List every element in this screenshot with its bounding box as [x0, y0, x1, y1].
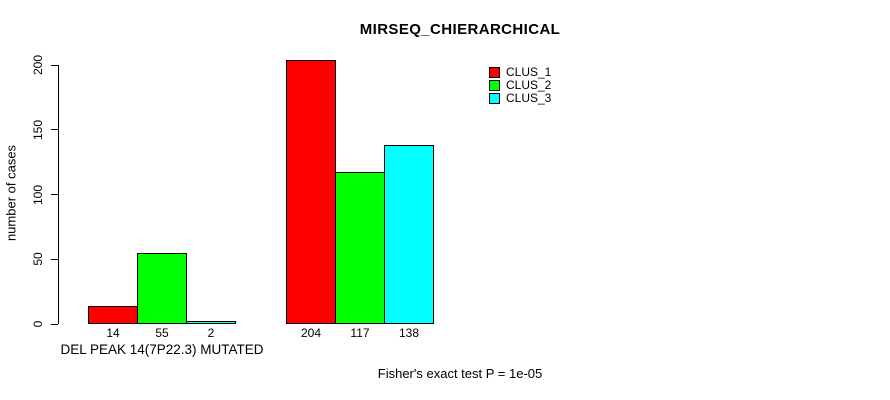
bar-value-label: 138: [398, 326, 420, 340]
bar-clus-1-group-2: [286, 59, 336, 324]
y-tick-label-text: 150: [31, 119, 45, 140]
bar-clus-2-group-2: [335, 172, 385, 324]
y-tick: [51, 194, 58, 195]
y-tick-label-text: 200: [31, 54, 45, 76]
y-tick: [51, 323, 58, 325]
bar-clus-3-group-1: [186, 321, 236, 324]
y-tick-label-text: 50: [31, 252, 45, 266]
legend-swatch-clus-2: [489, 80, 500, 91]
bar-value-label: 204: [300, 326, 322, 340]
y-tick: [51, 64, 58, 66]
y-tick-label-text: 100: [31, 184, 45, 205]
bar-value-label: 55: [155, 326, 169, 340]
legend-item: CLUS_1: [489, 66, 551, 79]
legend-label: CLUS_2: [506, 78, 552, 92]
bar-clus-2-group-1: [137, 252, 187, 324]
legend-label: CLUS_1: [506, 65, 552, 79]
legend: CLUS_1 CLUS_2 CLUS_3: [489, 66, 551, 105]
bar-value-label: 117: [350, 326, 370, 340]
legend-label: CLUS_3: [506, 91, 552, 105]
chart-title: MIRSEQ_CHIERARCHICAL: [359, 21, 561, 38]
legend-swatch-clus-1: [489, 67, 500, 78]
bar-value-label: 2: [207, 326, 215, 340]
y-tick: [51, 129, 58, 131]
bar-value-label: 14: [106, 326, 120, 340]
fisher-test-note: Fisher's exact test P = 1e-05: [377, 366, 543, 381]
bar-clus-3-group-2: [384, 145, 434, 324]
legend-swatch-clus-3: [489, 93, 500, 104]
legend-item: CLUS_2: [489, 79, 551, 92]
bar-clus-1-group-1: [88, 305, 138, 324]
legend-item: CLUS_3: [489, 92, 551, 105]
y-axis-line: [58, 65, 59, 324]
x-group-label: DEL PEAK 14(7P22.3) MUTATED: [60, 342, 264, 357]
y-tick-label-text: 0: [31, 320, 45, 328]
y-tick: [51, 258, 58, 260]
